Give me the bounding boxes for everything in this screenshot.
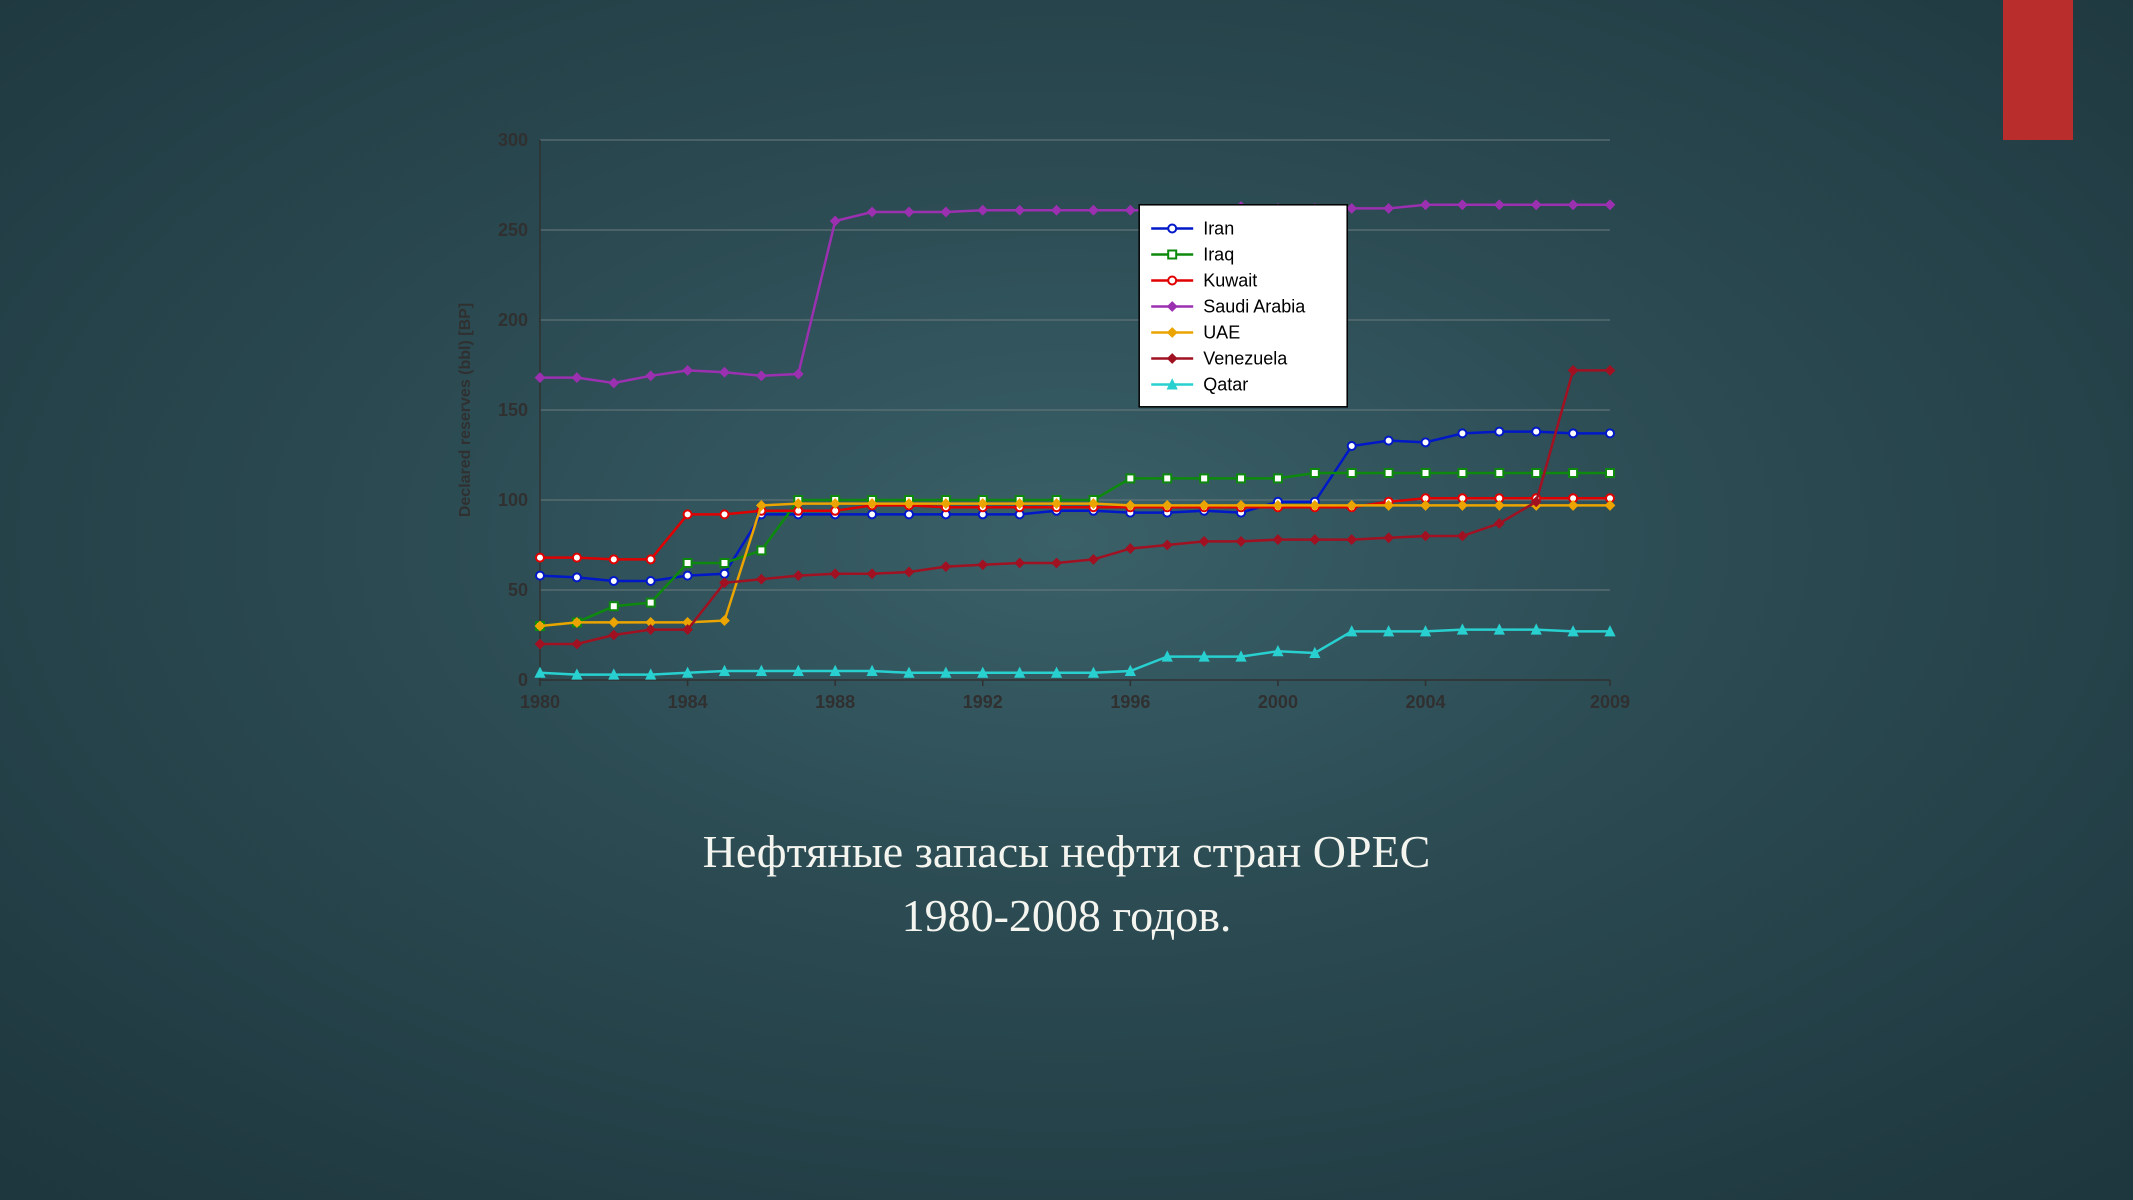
series-Iraq	[536, 469, 1614, 630]
svg-text:UAE: UAE	[1203, 323, 1240, 343]
svg-text:Saudi Arabia: Saudi Arabia	[1203, 297, 1306, 317]
svg-text:Kuwait: Kuwait	[1203, 271, 1257, 291]
svg-text:1984: 1984	[668, 692, 708, 712]
svg-text:150: 150	[498, 400, 528, 420]
svg-text:Iraq: Iraq	[1203, 245, 1234, 265]
svg-text:1988: 1988	[815, 692, 855, 712]
svg-text:Qatar: Qatar	[1203, 375, 1248, 395]
chart-legend: Iran Iraq Kuwait Saudi Arabia UAE Venezuela Qa…	[1139, 205, 1347, 407]
svg-text:Venezuela: Venezuela	[1203, 349, 1288, 369]
accent-tab	[2003, 0, 2073, 140]
presentation-slide: 0 50 100 150 200 250 300 1980 1984 1988 1992 1996 20…	[0, 0, 2133, 1200]
svg-text:300: 300	[498, 130, 528, 150]
svg-text:200: 200	[498, 310, 528, 330]
svg-text:250: 250	[498, 220, 528, 240]
svg-text:Iran: Iran	[1203, 219, 1234, 239]
caption-line-1: Нефтяные запасы нефти стран OPEC	[703, 826, 1431, 877]
caption-line-2: 1980-2008 годов.	[902, 890, 1232, 941]
svg-text:1992: 1992	[963, 692, 1003, 712]
svg-text:0: 0	[518, 670, 528, 690]
svg-text:2009: 2009	[1590, 692, 1630, 712]
svg-text:1996: 1996	[1110, 692, 1150, 712]
svg-text:50: 50	[508, 580, 528, 600]
svg-text:2004: 2004	[1405, 692, 1445, 712]
opec-reserves-chart: 0 50 100 150 200 250 300 1980 1984 1988 1992 1996 20…	[430, 120, 1630, 740]
slide-caption: Нефтяные запасы нефти стран OPEC 1980-20…	[0, 820, 2133, 949]
series-Saudi Arabia	[536, 201, 1614, 387]
svg-text:100: 100	[498, 490, 528, 510]
svg-text:1980: 1980	[520, 692, 560, 712]
svg-text:2000: 2000	[1258, 692, 1298, 712]
svg-text:Declared reserves (bbl) [BP]: Declared reserves (bbl) [BP]	[457, 303, 474, 517]
chart-svg: 0 50 100 150 200 250 300 1980 1984 1988 1992 1996 20…	[430, 120, 1630, 740]
series-UAE	[536, 500, 1614, 630]
series-Qatar	[536, 626, 1614, 679]
